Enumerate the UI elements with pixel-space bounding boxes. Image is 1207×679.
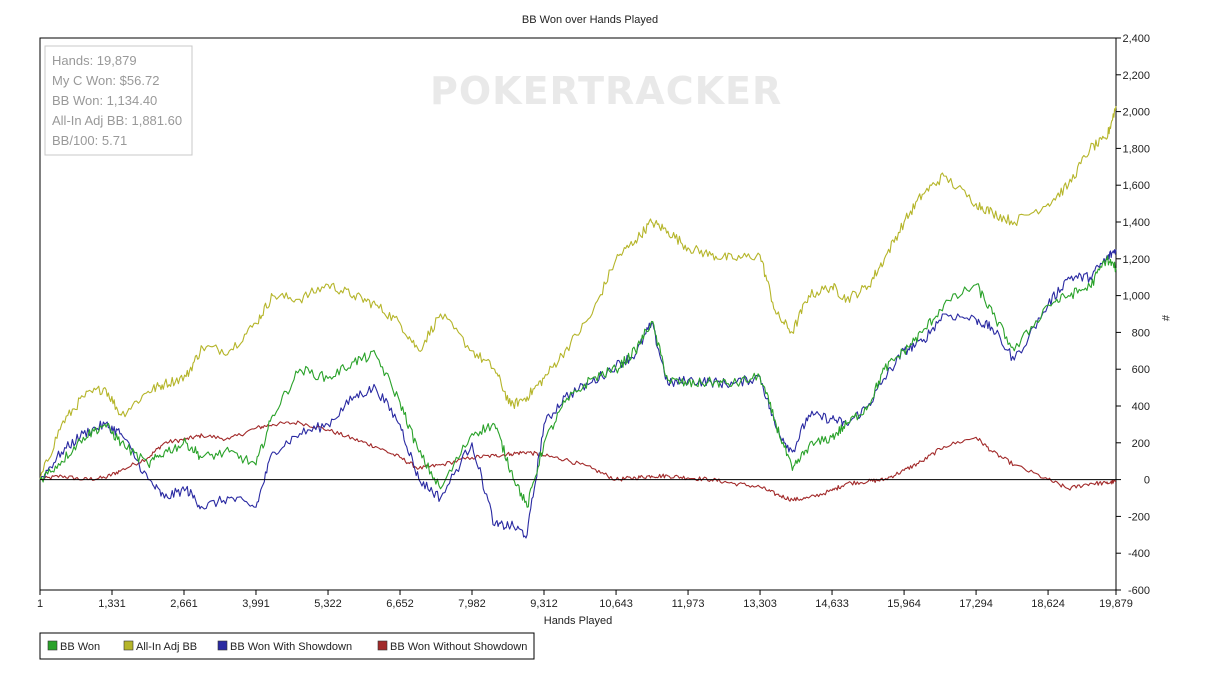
legend-label: BB Won Without Showdown xyxy=(390,641,527,653)
x-tick-label: 15,964 xyxy=(887,598,921,610)
x-tick-label: 10,643 xyxy=(599,598,633,610)
y-tick-label: -600 xyxy=(1128,585,1150,597)
legend-label: BB Won xyxy=(60,641,100,653)
stats-bb-won: BB Won: 1,134.40 xyxy=(52,93,157,108)
y-tick-label: -400 xyxy=(1128,548,1150,560)
y-tick-label: 1,000 xyxy=(1122,291,1150,303)
y-tick-label: -200 xyxy=(1128,511,1150,523)
axes-layer: 1 1,331 2,661 3,991 5,322 6,652 7,982 9,312 10,6… xyxy=(37,33,1150,610)
x-tick-label: 11,973 xyxy=(672,598,705,610)
stats-cash-won: My C Won: $56.72 xyxy=(52,73,159,88)
x-tick-label: 9,312 xyxy=(530,598,558,610)
y-tick-label: 2,200 xyxy=(1122,70,1150,82)
x-tick-label: 7,982 xyxy=(458,598,486,610)
legend-swatch xyxy=(123,640,134,651)
legend-swatch xyxy=(377,640,388,651)
series-line-bb-won-with-showdown xyxy=(39,249,1117,539)
stats-hands: Hands: 19,879 xyxy=(52,53,137,68)
y-tick-label: 1,800 xyxy=(1122,143,1150,155)
stats-all-in-adj-bb: All-In Adj BB: 1,881.60 xyxy=(52,113,182,128)
watermark-logo: POKERTRACKER xyxy=(430,69,782,113)
y-tick-label: 1,600 xyxy=(1122,180,1150,192)
legend-swatch xyxy=(47,640,58,651)
y-tick-label: 0 xyxy=(1144,475,1150,487)
series-line-bb-won-without-showdown xyxy=(39,420,1116,502)
y-tick-label: 800 xyxy=(1132,327,1150,339)
series-line-all-in-adj-bb xyxy=(39,106,1117,480)
x-tick-label: 17,294 xyxy=(959,598,993,610)
y-tick-label: 2,400 xyxy=(1122,33,1150,45)
stats-bb-per-100: BB/100: 5.71 xyxy=(52,133,127,148)
x-tick-label: 6,652 xyxy=(386,598,414,610)
x-tick-label: 14,633 xyxy=(815,598,849,610)
x-tick-label: 1 xyxy=(37,598,43,610)
legend-frame xyxy=(39,632,535,660)
legend-label: BB Won With Showdown xyxy=(230,641,352,653)
legend: BB Won All-In Adj BB BB Won With Showdown B… xyxy=(39,632,535,660)
x-axis-title: Hands Played xyxy=(544,615,613,627)
x-tick-label: 2,661 xyxy=(170,598,198,610)
chart-title: BB Won over Hands Played xyxy=(522,14,658,26)
y-tick-label: 200 xyxy=(1132,438,1150,450)
x-tick-label: 19,879 xyxy=(1099,598,1133,610)
y-tick-label: 1,400 xyxy=(1122,217,1150,229)
x-tick-label: 3,991 xyxy=(242,598,270,610)
series-line-bb-won xyxy=(39,255,1117,508)
x-tick-label: 1,331 xyxy=(98,598,126,610)
stats-box-frame xyxy=(44,45,193,156)
legend-label: All-In Adj BB xyxy=(136,641,197,653)
legend-swatch xyxy=(217,640,228,651)
x-tick-label: 5,322 xyxy=(314,598,342,610)
y-tick-label: 2,000 xyxy=(1122,107,1150,119)
x-tick-label: 13,303 xyxy=(743,598,777,610)
y-axis-title: # xyxy=(1159,315,1171,322)
series-layer xyxy=(39,106,1117,539)
y-tick-label: 600 xyxy=(1132,364,1150,376)
x-tick-label: 18,624 xyxy=(1031,598,1065,610)
plot-frame xyxy=(39,37,1117,591)
stats-box: Hands: 19,879 My C Won: $56.72 BB Won: 1… xyxy=(44,45,193,156)
y-tick-label: 1,200 xyxy=(1122,254,1150,266)
y-tick-label: 400 xyxy=(1132,401,1150,413)
